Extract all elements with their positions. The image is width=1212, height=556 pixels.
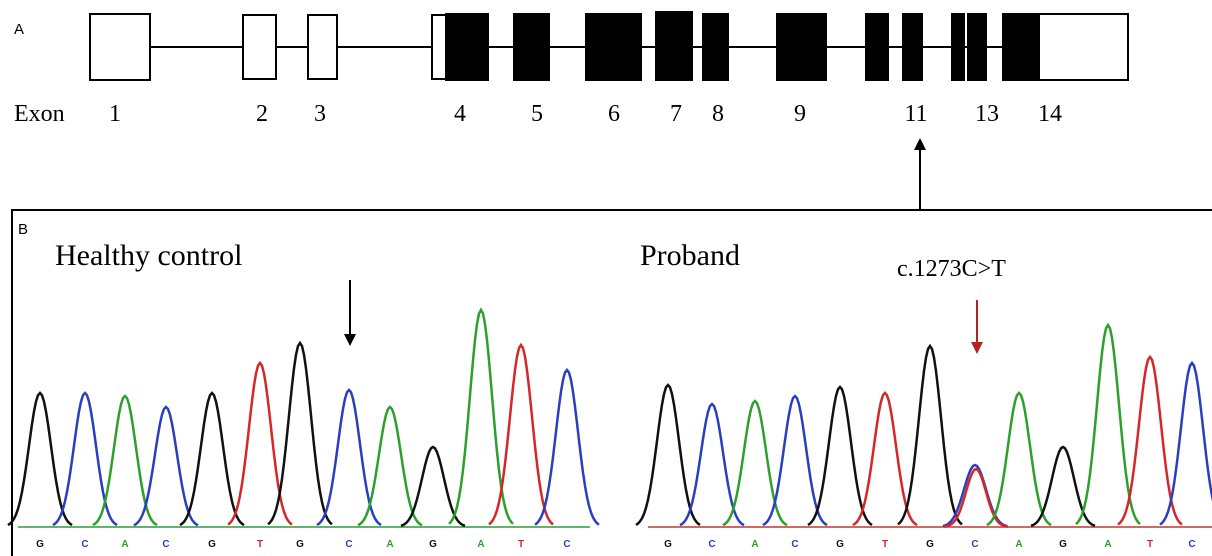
panel-label: A bbox=[14, 21, 24, 38]
peak bbox=[898, 346, 962, 524]
peak bbox=[943, 465, 1007, 526]
base-call: G bbox=[208, 539, 216, 550]
exon-number: 3 bbox=[314, 101, 326, 127]
exon-number: 4 bbox=[454, 101, 466, 127]
base-call: A bbox=[121, 539, 128, 550]
peak bbox=[268, 343, 332, 524]
base-call: A bbox=[1015, 539, 1022, 550]
exon-number: 11 bbox=[904, 101, 927, 127]
exon-number: 1 bbox=[109, 101, 121, 127]
base-call: T bbox=[1147, 539, 1153, 550]
base-call: C bbox=[81, 539, 88, 550]
exon-box bbox=[777, 14, 826, 80]
peak bbox=[808, 387, 872, 525]
traces bbox=[8, 310, 1212, 527]
base-call: A bbox=[1104, 539, 1111, 550]
base-call: G bbox=[296, 539, 304, 550]
base-call: T bbox=[518, 539, 524, 550]
base-call: A bbox=[477, 539, 484, 550]
exon-box bbox=[1039, 14, 1128, 80]
base-call: C bbox=[791, 539, 798, 550]
base-call: C bbox=[345, 539, 352, 550]
base-call: C bbox=[971, 539, 978, 550]
exon-box bbox=[432, 15, 446, 79]
base-call: G bbox=[1059, 539, 1067, 550]
peak bbox=[1160, 363, 1212, 525]
exon-number: 9 bbox=[794, 101, 806, 127]
exon-box bbox=[586, 14, 641, 80]
base-call: G bbox=[926, 539, 934, 550]
peak bbox=[134, 407, 198, 525]
exon-number: 7 bbox=[670, 101, 682, 127]
arrow-head bbox=[344, 334, 356, 346]
peak bbox=[358, 407, 422, 525]
base-call: C bbox=[162, 539, 169, 550]
exon-box bbox=[952, 14, 964, 80]
exon-box bbox=[243, 15, 276, 79]
peak bbox=[449, 310, 513, 524]
exon-boxes bbox=[90, 12, 1128, 80]
exon-number: 13 bbox=[975, 101, 999, 127]
base-call: T bbox=[882, 539, 888, 550]
base-call: G bbox=[664, 539, 672, 550]
peak bbox=[8, 393, 72, 525]
peak bbox=[93, 396, 157, 525]
exon-box bbox=[656, 12, 692, 80]
peak bbox=[535, 370, 599, 525]
exon-box bbox=[308, 15, 337, 79]
exon-box bbox=[514, 14, 549, 80]
peak bbox=[180, 393, 244, 525]
base-call: C bbox=[708, 539, 715, 550]
peak bbox=[53, 393, 117, 525]
exon-box bbox=[866, 14, 888, 80]
exon-number: 14 bbox=[1038, 101, 1062, 127]
base-call: A bbox=[751, 539, 758, 550]
exon-labels: 1 2 3 4 5 6 7 8 9 11 13 14 bbox=[109, 101, 1062, 127]
trace-title: Proband bbox=[640, 239, 740, 272]
peak bbox=[987, 393, 1051, 525]
exon-box bbox=[1003, 14, 1039, 80]
arrow-head bbox=[914, 138, 926, 150]
exon-box bbox=[703, 14, 728, 80]
exon-box bbox=[90, 14, 150, 80]
exon-number: 6 bbox=[608, 101, 620, 127]
base-call: A bbox=[386, 539, 393, 550]
exon-box bbox=[903, 14, 922, 80]
base-call: C bbox=[1188, 539, 1195, 550]
mutation-label: c.1273C>T bbox=[897, 256, 1006, 282]
exon-number: 8 bbox=[712, 101, 724, 127]
exon-box bbox=[968, 14, 986, 80]
peak bbox=[317, 390, 381, 525]
peak bbox=[1031, 447, 1095, 526]
exon-box bbox=[446, 14, 488, 80]
exon-number: 5 bbox=[531, 101, 543, 127]
trace-title: Healthy control bbox=[55, 239, 242, 272]
exon-axis-label: Exon bbox=[14, 101, 65, 127]
peak bbox=[489, 345, 553, 524]
base-call: G bbox=[36, 539, 44, 550]
base-call: G bbox=[429, 539, 437, 550]
panel-label: B bbox=[18, 221, 28, 238]
exon-number: 2 bbox=[256, 101, 268, 127]
arrow-head bbox=[971, 342, 983, 354]
base-call: T bbox=[257, 539, 263, 550]
figure: A Exon 1 2 3 4 5 6 7 8 9 11 13 14 B Healthy control… bbox=[0, 0, 1212, 556]
peak bbox=[636, 385, 700, 525]
base-call: G bbox=[836, 539, 844, 550]
base-call: C bbox=[563, 539, 570, 550]
peak bbox=[228, 363, 292, 525]
